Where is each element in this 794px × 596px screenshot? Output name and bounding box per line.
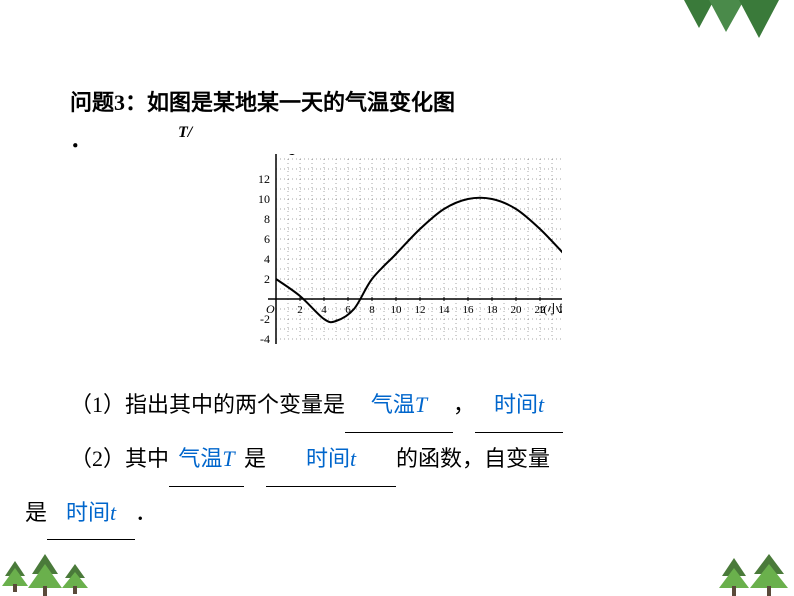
svg-text:-4: -4 — [260, 332, 270, 344]
svg-text:2: 2 — [297, 304, 303, 316]
content-area: 问题3：如图是某地某一天的气温变化图 ． T/ -4-2246810122468… — [0, 0, 794, 580]
q2-blank-2: 时间t — [266, 433, 396, 487]
decoration-bottom-left-trees — [0, 546, 100, 596]
q1-prefix: （1）指出其中的两个变量是 — [70, 392, 345, 417]
svg-text:℃: ℃ — [282, 154, 295, 158]
q1-separator: ， — [453, 392, 475, 417]
q1-blank-2: 时间t — [475, 379, 563, 433]
title-dot: ． — [60, 122, 92, 154]
q1-blank-1: 气温T — [345, 379, 453, 433]
svg-text:16: 16 — [463, 304, 475, 316]
q3-prefix: 是 — [25, 500, 47, 525]
q3-blank: 时间t — [47, 487, 135, 541]
svg-text:6: 6 — [264, 232, 270, 246]
svg-text:O: O — [266, 302, 275, 316]
svg-text:20: 20 — [511, 304, 523, 316]
svg-text:2: 2 — [264, 272, 270, 286]
question-title: 问题3：如图是某地某一天的气温变化图 — [60, 85, 734, 117]
axis-label-t: T/ — [178, 124, 192, 142]
q3-suffix: ． — [135, 500, 157, 525]
q2-prefix: （2）其中 — [70, 446, 169, 471]
question-3-line: 是时间t． — [25, 487, 734, 541]
svg-text:4: 4 — [321, 304, 327, 316]
question-2-line: （2）其中气温T是时间t的函数，自变量 — [60, 433, 734, 487]
svg-text:4: 4 — [264, 252, 270, 266]
svg-text:18: 18 — [487, 304, 499, 316]
svg-text:14: 14 — [439, 304, 451, 316]
svg-text:t(小时): t(小时) — [540, 302, 562, 316]
q2-middle-1: 是 — [244, 446, 266, 471]
svg-text:12: 12 — [415, 304, 426, 316]
svg-text:8: 8 — [369, 304, 375, 316]
question-1-line: （1）指出其中的两个变量是气温T，时间t — [60, 379, 734, 433]
svg-text:10: 10 — [391, 304, 403, 316]
svg-text:12: 12 — [258, 172, 270, 186]
svg-text:10: 10 — [258, 192, 270, 206]
q2-middle-2: 的函数，自变量 — [396, 446, 550, 471]
decoration-bottom-right-trees — [714, 546, 794, 596]
q2-blank-1: 气温T — [169, 433, 244, 487]
decoration-top-triangles — [674, 0, 794, 40]
temperature-chart: -4-22468101224681012141618202224Ot(小时)℃ — [60, 154, 734, 349]
svg-text:8: 8 — [264, 212, 270, 226]
